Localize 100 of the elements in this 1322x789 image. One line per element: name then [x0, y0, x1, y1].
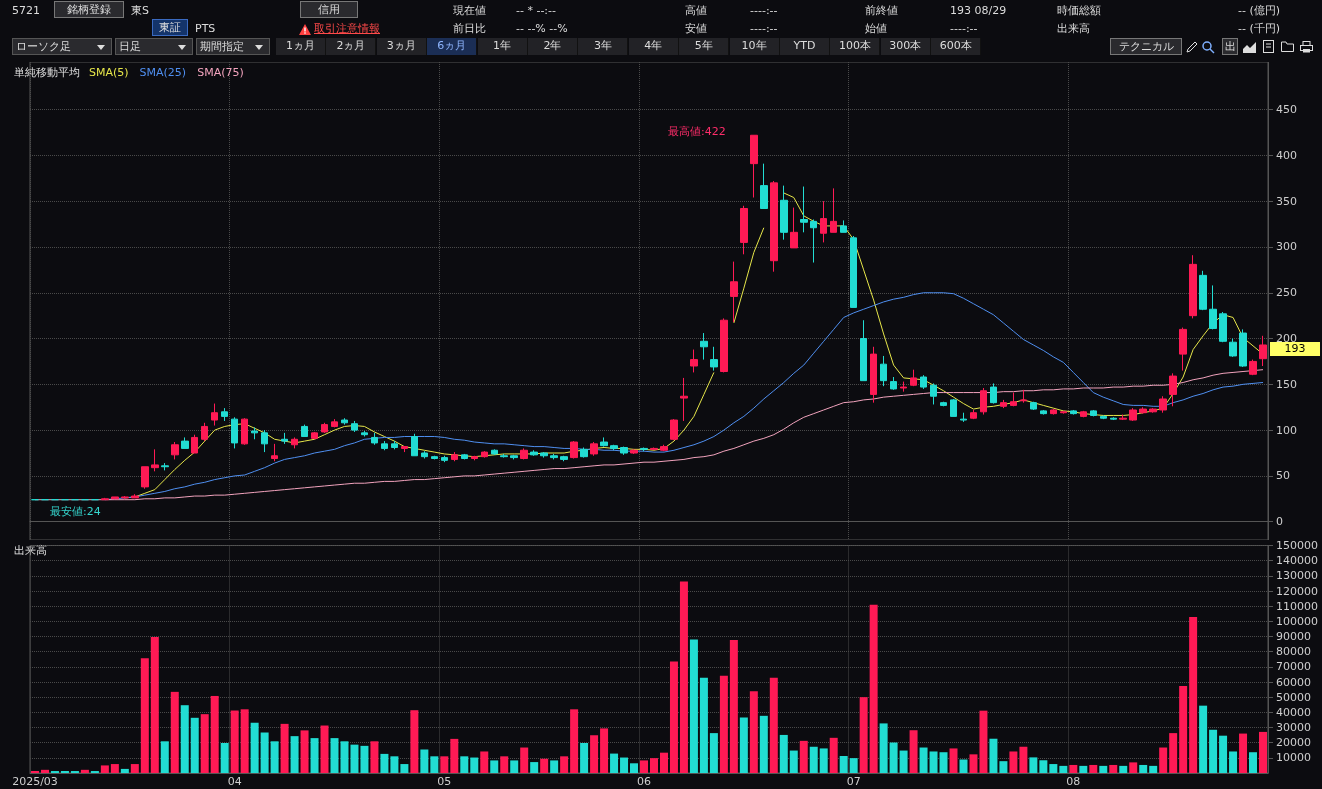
- text: 100本: [830, 38, 881, 55]
- bar: [370, 741, 379, 773]
- candlestick: [371, 432, 378, 446]
- candlestick: [1010, 392, 1017, 407]
- candlestick: [500, 453, 508, 459]
- candlestick: [670, 418, 678, 441]
- candlestick: [950, 398, 957, 417]
- candlestick: [211, 403, 218, 427]
- y-tick-label: 70000: [1276, 660, 1311, 674]
- candlestick: [481, 450, 488, 459]
- candlestick: [570, 440, 578, 459]
- bar: [829, 737, 838, 773]
- bar: [949, 748, 958, 773]
- candlestick: [141, 466, 149, 490]
- bar: [140, 658, 149, 773]
- candlestick: [241, 417, 248, 446]
- bar: [1079, 765, 1088, 773]
- y-tick-label: 0: [1276, 515, 1283, 529]
- bar: [699, 677, 708, 773]
- candlestick: [1129, 407, 1137, 422]
- text: 前日比: [453, 21, 486, 37]
- y-tick-label: 20000: [1276, 736, 1311, 750]
- candlestick: [720, 317, 728, 373]
- bar: [1229, 751, 1238, 773]
- bar: [759, 715, 768, 773]
- text: 出: [1222, 38, 1238, 55]
- candlestick: [1100, 414, 1107, 420]
- y-tick-label: 110000: [1276, 599, 1318, 613]
- candlestick: [620, 446, 628, 456]
- candlestick: [640, 447, 648, 452]
- bar: [889, 742, 898, 773]
- bar: [1129, 762, 1138, 773]
- candlestick: [910, 369, 917, 387]
- x-tick-label: 07: [846, 775, 861, 788]
- candlestick: [970, 409, 977, 420]
- y-tick-label: 300: [1276, 240, 1297, 254]
- bar: [1039, 760, 1048, 773]
- bar: [230, 710, 239, 773]
- legend-title: 単純移動平均: [14, 66, 80, 79]
- bar: [909, 730, 918, 773]
- text: 信用: [300, 1, 358, 18]
- bar: [899, 750, 908, 773]
- candlestick: [740, 205, 748, 255]
- text: 前終値: [865, 3, 898, 19]
- bar: [530, 762, 539, 773]
- candlestick: [900, 381, 907, 393]
- bar: [130, 764, 139, 773]
- candlestick: [411, 433, 418, 457]
- bar: [789, 750, 798, 773]
- bar: [709, 733, 718, 773]
- candlestick: [281, 432, 288, 445]
- candlestick: [850, 235, 857, 308]
- candlestick: [890, 376, 897, 391]
- bar: [1169, 733, 1178, 773]
- candlestick: [1060, 410, 1067, 415]
- y-tick-label: 80000: [1276, 645, 1311, 659]
- text: ----:--: [750, 3, 778, 19]
- bar: [1069, 764, 1078, 773]
- text: 1ヵ月: [276, 38, 326, 55]
- bar: [110, 764, 119, 773]
- text: PTS: [195, 21, 216, 37]
- bar: [440, 756, 449, 773]
- text: 10年: [729, 38, 780, 55]
- text: 東S: [131, 3, 149, 19]
- bar: [1179, 686, 1188, 773]
- bar: [1029, 757, 1038, 773]
- text: 日足: [115, 38, 193, 55]
- candlestick: [600, 436, 608, 448]
- bar: [969, 754, 978, 773]
- candlestick: [580, 447, 588, 459]
- bar: [959, 759, 968, 773]
- bar: [470, 757, 479, 773]
- candlestick: [421, 450, 428, 459]
- candlestick: [760, 163, 768, 210]
- candlestick: [341, 417, 348, 426]
- y-tick-label: 100: [1276, 423, 1297, 437]
- candlestick: [710, 346, 718, 372]
- bar: [350, 744, 359, 773]
- candlestick: [131, 493, 139, 499]
- bar: [1199, 705, 1208, 773]
- candlestick: [331, 418, 338, 428]
- bar: [819, 748, 828, 773]
- bar: [849, 758, 858, 773]
- candlestick: [1149, 407, 1157, 414]
- bar: [719, 675, 728, 773]
- candlestick: [291, 436, 298, 449]
- candlestick: [1139, 406, 1147, 415]
- candlestick: [111, 496, 119, 500]
- text: 5年: [679, 38, 730, 55]
- bar: [260, 732, 269, 773]
- y-tick-label: 150: [1276, 377, 1297, 391]
- text: SMA(5): [89, 65, 129, 79]
- candlestick: [830, 187, 837, 233]
- candlestick: [1219, 311, 1227, 343]
- bar: [80, 769, 89, 773]
- text: 2年: [528, 38, 578, 55]
- bar: [1139, 764, 1148, 773]
- y-tick-label: 50: [1276, 469, 1290, 483]
- bar: [240, 709, 249, 773]
- bar: [630, 763, 639, 773]
